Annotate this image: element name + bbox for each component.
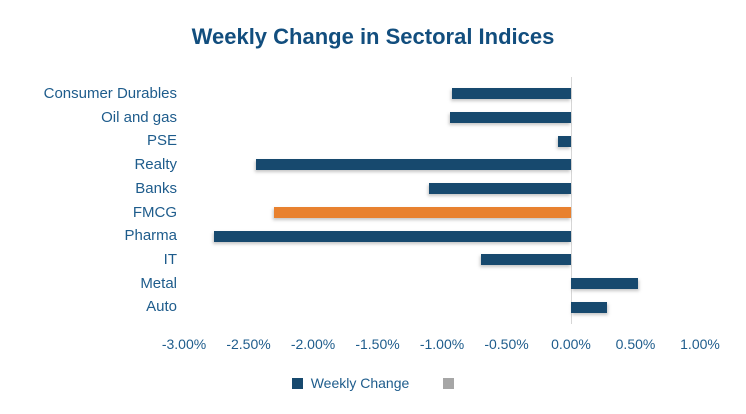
chart-title: Weekly Change in Sectoral Indices <box>191 24 555 49</box>
x-axis-tick-label: -1.50% <box>355 336 400 352</box>
legend-label-weekly-change: Weekly Change <box>310 375 410 391</box>
category-label: Banks <box>135 179 177 197</box>
category-label: Realty <box>134 156 177 174</box>
bar-pse <box>558 135 571 147</box>
bar-auto <box>571 301 608 313</box>
legend-swatch-weekly-change <box>291 377 303 389</box>
bar-banks <box>429 183 571 195</box>
category-label: Oil and gas <box>101 108 177 126</box>
x-axis-tick-label: -1.00% <box>419 336 465 352</box>
category-label: Metal <box>140 274 177 292</box>
category-label: FMCG <box>132 203 177 221</box>
bar-oil-and-gas <box>449 112 571 124</box>
zero-axis-line <box>571 77 572 324</box>
category-label: IT <box>163 250 177 268</box>
category-label: Pharma <box>124 227 177 245</box>
bar-metal <box>571 277 639 289</box>
category-label: Auto <box>146 298 177 316</box>
category-label: PSE <box>146 132 177 150</box>
x-axis-tick-label: -2.50% <box>226 336 271 352</box>
x-axis-tick-label: 0.00% <box>551 336 591 352</box>
x-axis-tick-label: -3.00% <box>161 336 207 352</box>
bar-pharma <box>213 230 571 242</box>
x-axis-tick-label: -2.00% <box>290 336 336 352</box>
category-label: Consumer Durables <box>43 85 177 102</box>
legend: Weekly Change <box>0 372 746 394</box>
x-axis-tick-label: -0.50% <box>484 336 529 352</box>
bar-it <box>480 254 571 266</box>
plot-area: Consumer Durables Oil and gas PSE Realty Ban… <box>0 77 746 352</box>
x-axis-tick-label: 0.50% <box>615 336 656 352</box>
bar-consumer-durables <box>452 88 571 100</box>
legend-swatch-secondary <box>443 377 455 389</box>
x-axis-tick-label: 1.00% <box>680 336 720 352</box>
bar-realty <box>256 159 571 171</box>
bar-fmcg <box>274 206 571 218</box>
